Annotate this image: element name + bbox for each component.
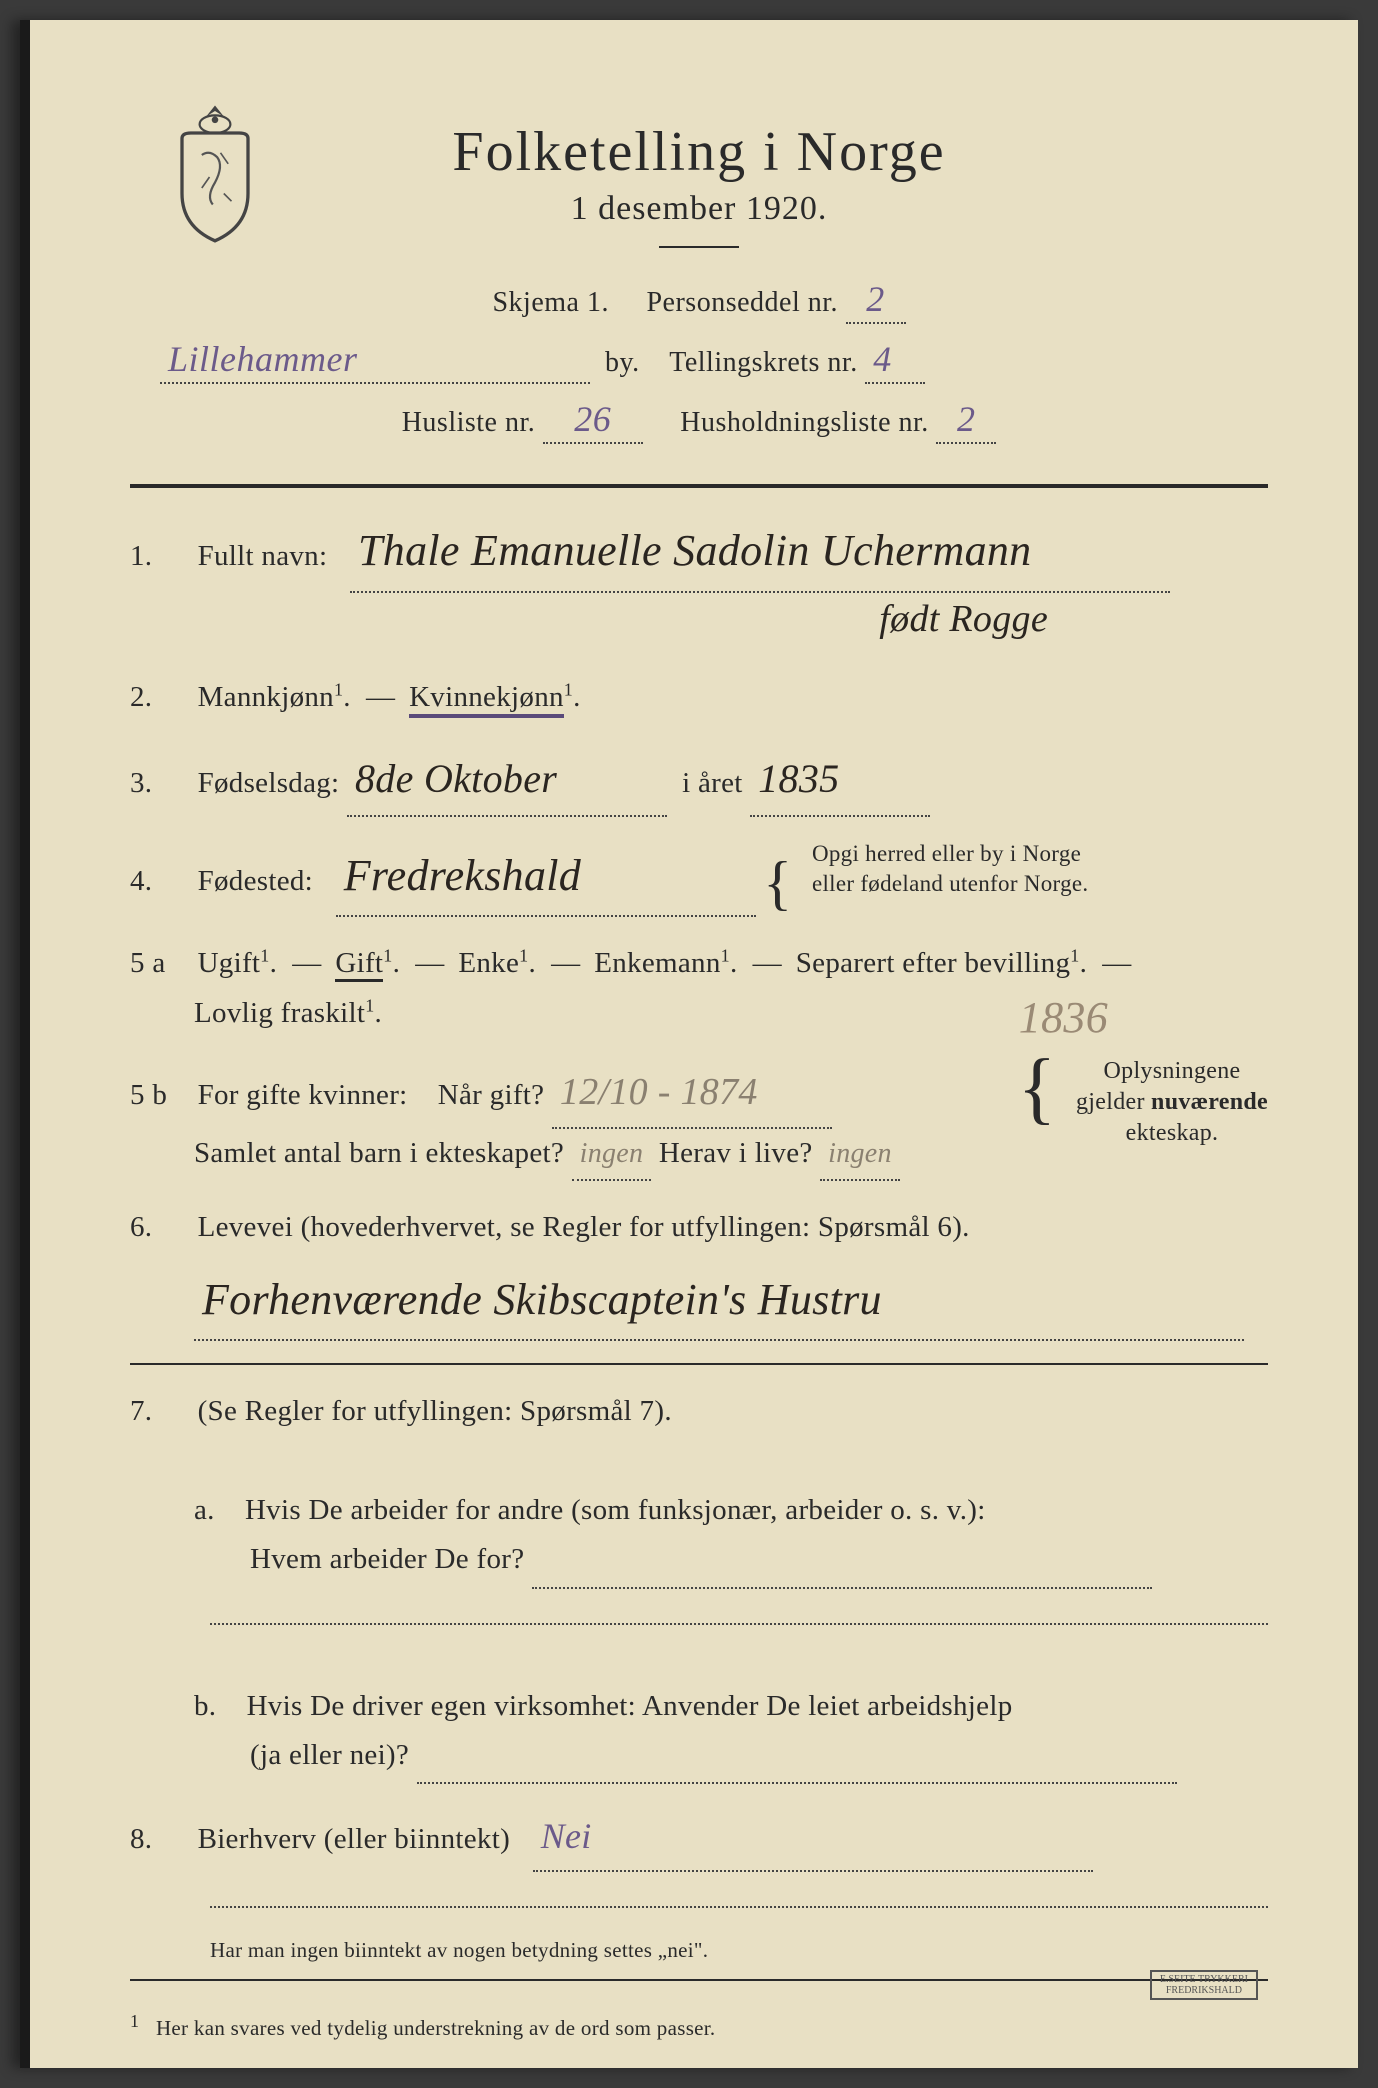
q7a-text1: Hvis De arbeider for andre (som funksjon… (245, 1494, 986, 1526)
q2-row: 2. Mannkjønn1. — Kvinnekjønn1. (130, 673, 1268, 722)
form-title: Folketelling i Norge (130, 120, 1268, 184)
q5b-note-l2: gjelder (1076, 1089, 1145, 1115)
footnote-end: Har man ingen biinntekt av nogen betydni… (210, 1938, 1268, 1963)
scan-edge (20, 20, 30, 2068)
q7b-blank (417, 1731, 1177, 1784)
personseddel-nr: 2 (846, 278, 906, 324)
q5b-note-group: { Oplysningene gjelder nuværende ekteska… (1018, 1056, 1268, 1150)
q5a-fraskilt: Lovlig fraskilt (194, 997, 365, 1029)
q7b-label: b. (194, 1690, 216, 1722)
q5b-note: Oplysningene gjelder nuværende ekteskap. (1076, 1056, 1268, 1150)
q2-kvinne: Kvinnekjønn (409, 681, 564, 718)
header-divider (659, 246, 739, 248)
q5a-row: 5 a Ugift1. — Gift1. — Enke1. — Enkemann… (130, 939, 1268, 1038)
q7-num: 7. (130, 1387, 190, 1436)
by-value: Lillehammer (160, 338, 590, 384)
q5a-separert: Separert efter bevilling (796, 947, 1071, 979)
brace-icon: { (763, 859, 792, 907)
by-label: by. (605, 347, 640, 378)
q4-label: Fødested: (198, 865, 313, 897)
q5a-enke: Enke (458, 947, 519, 979)
q7a-blank (532, 1535, 1152, 1588)
section-rule (130, 1363, 1268, 1365)
q5b-num: 5 b (130, 1071, 190, 1120)
q5a-ugift: Ugift (198, 947, 261, 979)
q5b-children-label: Samlet antal barn i ekteskapet? (194, 1137, 564, 1169)
form-date: 1 desember 1920. (130, 190, 1268, 228)
meta-skjema-line: Skjema 1. Personseddel nr. 2 (130, 278, 1268, 324)
q8-num: 8. (130, 1815, 190, 1864)
husliste-label: Husliste nr. (402, 407, 536, 438)
q6-value: Forhenværende Skibscaptein's Hustru (194, 1263, 1244, 1342)
q4-note-l1: Opgi herred eller by i Norge (812, 841, 1081, 866)
coat-of-arms-icon (160, 100, 270, 240)
husholdning-label: Husholdningsliste nr. (680, 407, 929, 438)
q1-value: Thale Emanuelle Sadolin Uchermann (350, 514, 1170, 593)
footnote-marker: 1 (130, 2011, 139, 2031)
q5b-alive-label: Herav i live? (659, 1137, 813, 1169)
q3-row: 3. Fødselsdag: 8de Oktober i året 1835 (130, 745, 1268, 817)
q5b-when-value: 12/10 - 1874 (552, 1060, 832, 1129)
footnote-bottom: 1 Her kan svares ved tydelig understrekn… (130, 2011, 1268, 2041)
q5b-alive-value: ingen (820, 1130, 900, 1182)
husliste-nr: 26 (543, 398, 643, 444)
q6-row: 6. Levevei (hovederhvervet, se Regler fo… (130, 1203, 1268, 1341)
q7b-text1: Hvis De driver egen virksomhet: Anvender… (247, 1690, 1013, 1722)
q4-note-l2: eller fødeland utenfor Norge. (812, 871, 1089, 896)
personseddel-label: Personseddel nr. (646, 287, 838, 318)
q5b-note-l1: Oplysningene (1104, 1058, 1241, 1084)
q5a-enkemann: Enkemann (594, 947, 720, 979)
q5b-when-label: Når gift? (438, 1079, 545, 1111)
q1-value-2: født Rogge (879, 598, 1048, 640)
q8-row: 8. Bierhverv (eller biinntekt) Nei (130, 1806, 1268, 1907)
q4-row: 4. Fødested: Fredrekshald { Opgi herred … (130, 839, 1268, 918)
tellingskrets-nr: 4 (865, 338, 925, 384)
q5a-num: 5 a (130, 939, 190, 988)
census-form-page: Folketelling i Norge 1 desember 1920. Sk… (20, 20, 1358, 2068)
printer-stamp: E.SEITE TRYKKERIFREDRIKSHALD (1150, 1970, 1258, 2000)
tellingskrets-label: Tellingskrets nr. (669, 347, 858, 378)
q8-value: Nei (533, 1806, 1093, 1871)
q1-row: 1. Fullt navn: Thale Emanuelle Sadolin U… (130, 514, 1268, 651)
brace-icon: { (1018, 1056, 1057, 1120)
section-rule (130, 484, 1268, 488)
q7a-blank-line (210, 1597, 1268, 1625)
q8-blank-line (210, 1880, 1268, 1908)
q7a-text2: Hvem arbeider De for? (250, 1543, 524, 1575)
meta-by-line: Lillehammer by. Tellingskrets nr. 4 (130, 338, 1268, 384)
q5a-gift: Gift (335, 947, 383, 982)
q4-note: Opgi herred eller by i Norge eller fødel… (812, 839, 1089, 899)
q4-value: Fredrekshald (336, 839, 756, 918)
q7a-label: a. (194, 1494, 215, 1526)
q5b-row: 5 b For gifte kvinner: Når gift? 12/10 -… (130, 1060, 1268, 1181)
meta-husliste-line: Husliste nr. 26 Husholdningsliste nr. 2 (130, 398, 1268, 444)
q3-year-label: i året (682, 767, 743, 799)
q3-day: 8de Oktober (347, 745, 667, 817)
q4-num: 4. (130, 857, 190, 906)
footnote-rule (130, 1979, 1268, 1981)
q6-label: Levevei (hovederhvervet, se Regler for u… (198, 1211, 970, 1243)
q5b-label: For gifte kvinner: (198, 1079, 408, 1111)
q5b-note-l3: ekteskap. (1126, 1120, 1219, 1146)
q7-label: (Se Regler for utfyllingen: Spørsmål 7). (198, 1395, 672, 1427)
q8-label: Bierhverv (eller biinntekt) (198, 1823, 511, 1855)
q7-row: 7. (Se Regler for utfyllingen: Spørsmål … (130, 1387, 1268, 1784)
q5b-children-value: ingen (572, 1130, 652, 1182)
q5b-note-bold: nuværende (1151, 1089, 1268, 1115)
q7b-text2: (ja eller nei)? (250, 1739, 409, 1771)
q3-label: Fødselsdag: (198, 767, 340, 799)
q6-num: 6. (130, 1203, 190, 1252)
footnote-bottom-text: Her kan svares ved tydelig understreknin… (156, 2016, 716, 2040)
husholdning-nr: 2 (936, 398, 996, 444)
q3-year: 1835 (750, 745, 930, 817)
skjema-label: Skjema 1. (492, 287, 609, 318)
q3-num: 3. (130, 759, 190, 808)
q1-num: 1. (130, 532, 190, 581)
form-header: Folketelling i Norge 1 desember 1920. Sk… (130, 120, 1268, 444)
q1-label: Fullt navn: (198, 540, 328, 572)
q2-num: 2. (130, 673, 190, 722)
q2-mann: Mannkjønn (198, 681, 334, 713)
